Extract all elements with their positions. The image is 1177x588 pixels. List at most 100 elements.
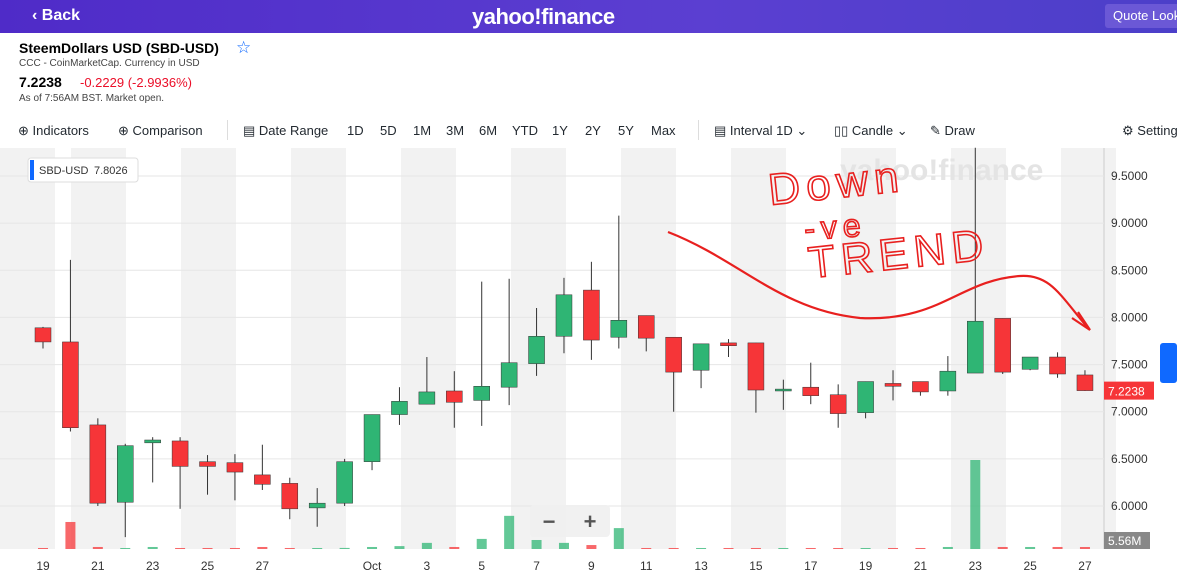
x-tick-label: Oct — [363, 559, 382, 573]
volume-bar — [175, 547, 186, 549]
candle-body — [829, 394, 847, 414]
x-tick-label: 25 — [1023, 559, 1037, 573]
top-bar: ‹ Back yahoo!finance Quote Lookup — [0, 0, 1177, 33]
indicators-button[interactable]: ⊕ Indicators — [18, 123, 89, 138]
x-tick-label: 3 — [424, 559, 431, 573]
draw-button[interactable]: ✎ Draw — [930, 123, 975, 138]
watchlist-star[interactable]: ☆ — [236, 38, 252, 57]
search-box[interactable]: Quote Lookup — [1105, 4, 1177, 28]
annotation-arrow — [667, 230, 1089, 329]
candle-body — [34, 327, 52, 343]
quote-time: As of 7:56AM BST. Market open. — [19, 93, 165, 104]
range-button[interactable]: 2Y — [585, 123, 601, 138]
volume-bar — [476, 538, 487, 549]
volume-bar — [202, 547, 213, 549]
y-tick-label: 7.5000 — [1111, 358, 1148, 372]
y-tick-label: 9.0000 — [1111, 216, 1148, 230]
interval-button[interactable]: ▤ Interval 1D ⌄ — [714, 123, 808, 138]
volume-bar — [504, 515, 515, 549]
zoom-button[interactable]: + — [584, 509, 597, 534]
candle-body — [391, 401, 408, 415]
settings-label[interactable]: Settings — [1137, 123, 1177, 138]
volume-bar — [421, 542, 432, 549]
volume-bar — [750, 547, 761, 549]
x-tick-label: 5 — [478, 559, 485, 573]
candle-body — [610, 320, 628, 338]
separator — [698, 120, 699, 140]
shade-band — [0, 148, 55, 549]
volume-bar — [229, 547, 240, 549]
candle-body — [555, 294, 573, 337]
annotation-text: -ve — [803, 207, 868, 247]
range-button[interactable]: 5Y — [618, 123, 634, 138]
legend-swatch — [30, 160, 34, 180]
candle-body — [254, 474, 271, 485]
y-tick-label: 8.5000 — [1111, 263, 1148, 277]
last-volume-tag — [1104, 532, 1150, 549]
candle-body — [939, 370, 957, 392]
volume-bar — [394, 546, 405, 549]
zoom-box — [530, 505, 610, 537]
chart-type-button[interactable]: ▯▯ Candle ⌄ — [834, 123, 908, 138]
chart-type-label[interactable]: Candle — [851, 123, 894, 138]
draw-label[interactable]: Draw — [944, 123, 975, 138]
candle-body — [144, 439, 161, 444]
candle-body — [665, 336, 682, 373]
candle-body — [363, 414, 381, 462]
y-tick-label: 6.0000 — [1111, 499, 1148, 513]
back-button[interactable]: ‹ Back — [32, 7, 81, 24]
candle-body — [528, 336, 545, 364]
interval-label[interactable]: Interval — [729, 123, 773, 138]
candle-body — [281, 483, 299, 510]
x-tick-label: 19 — [36, 559, 50, 573]
date-range-button[interactable]: ▤ Date Range — [243, 123, 329, 138]
range-button[interactable]: 6M — [479, 123, 498, 138]
legend-value: 7.8026 — [94, 165, 128, 177]
volume-bar — [312, 547, 323, 549]
candle-body — [692, 343, 710, 371]
volume-bar — [942, 546, 953, 549]
candle-body — [802, 386, 820, 396]
date-range-label[interactable]: Date Range — [258, 123, 329, 138]
volume-bar — [778, 547, 789, 549]
candle-body — [967, 320, 984, 374]
volume-bar — [120, 547, 131, 549]
settings-button[interactable]: ⚙ Settings — [1122, 123, 1177, 139]
range-button[interactable]: 3M — [446, 123, 465, 138]
candle-body — [912, 381, 929, 393]
candle-body — [418, 391, 436, 405]
candle-body — [446, 390, 463, 403]
x-tick-label: 15 — [749, 559, 763, 573]
range-button[interactable]: 1Y — [552, 123, 568, 138]
back-label[interactable]: Back — [41, 7, 81, 24]
volume-bar — [723, 547, 734, 549]
comparison-button[interactable]: ⊕ Comparison — [118, 123, 203, 138]
candle-body — [857, 381, 874, 413]
candle-body — [775, 388, 792, 392]
candle-body — [884, 383, 902, 387]
range-button[interactable]: Max — [651, 123, 676, 138]
shade-band — [1061, 148, 1116, 549]
volume-bar — [613, 528, 624, 549]
y-tick-label: 7.0000 — [1111, 405, 1148, 419]
comparison-label[interactable]: Comparison — [132, 123, 203, 138]
x-tick-label: 7 — [533, 559, 540, 573]
volume-bar — [65, 521, 76, 549]
volume-bar — [1079, 546, 1090, 549]
x-tick-label: 21 — [91, 559, 105, 573]
range-button[interactable]: 1M — [413, 123, 432, 138]
range-button[interactable]: YTD — [512, 123, 538, 138]
indicators-label[interactable]: Indicators — [32, 123, 89, 138]
quote-price: 7.2238 — [19, 74, 62, 90]
x-tick-label: 23 — [146, 559, 160, 573]
range-button[interactable]: 5D — [380, 123, 397, 138]
zoom-button[interactable]: − — [543, 509, 556, 534]
interval-value[interactable]: 1D — [776, 123, 793, 138]
annotation-arrowhead — [1071, 311, 1091, 331]
volume-bar — [449, 546, 460, 549]
logo[interactable]: yahoo!finance — [472, 4, 615, 29]
separator — [227, 120, 228, 140]
volume-bar — [997, 546, 1008, 549]
range-button[interactable]: 1D — [347, 123, 364, 138]
volume-bar — [888, 547, 899, 549]
